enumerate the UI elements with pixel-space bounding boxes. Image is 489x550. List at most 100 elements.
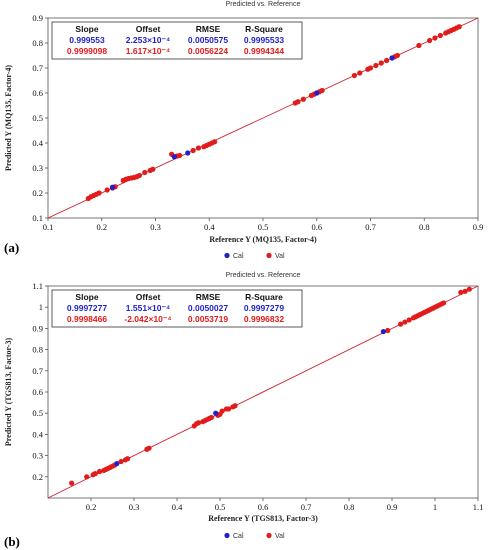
data-point-val (92, 471, 98, 477)
data-point-val (394, 52, 400, 59)
target-line (47, 17, 479, 219)
chart-title: Predicted vs. Reference (226, 272, 301, 279)
legend-swatch-cal (224, 252, 230, 259)
data-point-val (458, 289, 464, 295)
legend-swatch-cal (224, 532, 230, 539)
data-point-cal (213, 410, 219, 416)
panel-label: (b) (4, 534, 20, 549)
stats-value: 0.9997279 (244, 303, 284, 313)
y-tick-label: 0.7 (32, 366, 43, 376)
data-point-val (177, 152, 183, 159)
data-point-val (295, 99, 301, 105)
legend-label: Val (275, 533, 285, 540)
stats-value: 0.0053719 (188, 314, 228, 324)
chart-title: Predicted vs. Reference (226, 1, 301, 8)
stats-value: -2.042×10⁻⁴ (124, 314, 171, 324)
x-axis-label: Reference Y (MQ135, Factor-4) (209, 235, 317, 244)
data-point-val (378, 60, 384, 66)
data-point-val (402, 319, 408, 325)
legend-label: Cal (233, 533, 244, 540)
stats-value: 2.253×10⁻⁴ (126, 35, 170, 45)
stats-table (51, 21, 303, 60)
x-tick-label: 0.2 (96, 222, 107, 232)
x-tick-label: 0.1 (43, 222, 54, 232)
stats-value: 0.9995533 (244, 35, 284, 45)
data-point-val (416, 42, 422, 49)
panel-b: Predicted vs. Reference 0.2 0.3 0.4 0.5 0.6 0.… (4, 272, 483, 549)
data-point-val (84, 474, 90, 480)
data-point-val (142, 169, 148, 176)
data-point-cal (109, 184, 116, 190)
x-tick-label: 0.9 (473, 222, 484, 232)
data-point-val (351, 72, 357, 79)
data-point-val (226, 406, 232, 412)
x-tick-label: 0.7 (365, 222, 376, 232)
legend-label: Cal (233, 253, 244, 260)
data-point-val (195, 145, 202, 151)
y-axis-label: Predicted Y (MQ135, Factor-4) (4, 65, 13, 171)
y-tick-label: 1.1 (32, 281, 43, 291)
panel-label: (a) (4, 240, 19, 255)
x-tick-label: 0.6 (311, 222, 322, 232)
data-point-cal (185, 150, 191, 156)
data-point-val (212, 139, 218, 145)
legend-label: Val (275, 253, 285, 260)
data-point-val (406, 317, 412, 323)
data-point-val (385, 327, 391, 334)
data-point-cal (314, 90, 320, 96)
data-point-val (118, 458, 124, 465)
data-point-val (456, 24, 462, 30)
data-point-val (208, 414, 214, 421)
stats-value: 0.0056224 (188, 46, 228, 56)
data-point-val (462, 288, 468, 294)
y-tick-label: 0.8 (32, 38, 43, 48)
data-point-val (124, 456, 131, 462)
data-point-val (398, 321, 404, 327)
stats-header: Offset (136, 24, 161, 34)
y-tick-label: 0.5 (32, 113, 43, 123)
y-tick-label: 0.9 (32, 13, 43, 23)
x-tick-label: 0.8 (344, 502, 355, 512)
y-tick-label: 0.4 (32, 429, 43, 439)
stats-value: 0.9996832 (244, 314, 284, 324)
data-point-cal (389, 55, 395, 61)
stats-header: RMSE (196, 292, 221, 302)
data-point-cal (380, 328, 386, 335)
stats-value: 0.9998466 (67, 314, 107, 324)
data-point-val (195, 420, 202, 426)
data-point-val (319, 87, 325, 94)
data-point-val (300, 96, 306, 102)
data-point-cal (114, 461, 120, 467)
data-point-val (441, 300, 447, 306)
stats-header: Slope (75, 292, 98, 302)
y-tick-label: 0.6 (32, 88, 43, 98)
y-tick-label: 0.3 (32, 451, 43, 461)
x-tick-label: 0.5 (258, 222, 269, 232)
stats-table (51, 289, 303, 328)
stats-header: R-Square (245, 24, 283, 34)
x-tick-label: 1.1 (473, 502, 484, 512)
panel-a: Predicted vs. Reference 0.1 0.2 0.3 0.4 0.5 0.… (4, 1, 483, 260)
stats-value: 0.9999098 (67, 46, 107, 56)
stats-value: 0.9994344 (244, 46, 284, 56)
y-tick-label: 1 (39, 302, 43, 312)
y-tick-label: 0.8 (32, 345, 43, 355)
legend-swatch-val (266, 252, 272, 259)
stats-header: Slope (75, 24, 98, 34)
y-axis-label: Predicted Y (TGS813, Factor-3) (4, 338, 13, 447)
data-point-val (190, 147, 196, 154)
data-point-val (219, 408, 225, 414)
x-axis-label: Reference Y (TGS813, Factor-3) (208, 514, 318, 523)
y-tick-label: 0.4 (32, 138, 43, 148)
x-tick-label: 0.4 (172, 502, 183, 512)
stats-header: R-Square (245, 292, 283, 302)
x-tick-label: 0.8 (419, 222, 430, 232)
data-point-val (97, 468, 103, 475)
data-point-val (373, 62, 379, 69)
x-tick-label: 0.3 (129, 502, 140, 512)
x-tick-label: 0.2 (86, 502, 97, 512)
data-point-val (150, 166, 156, 172)
data-point-cal (171, 154, 177, 160)
stats-header: Offset (136, 292, 161, 302)
